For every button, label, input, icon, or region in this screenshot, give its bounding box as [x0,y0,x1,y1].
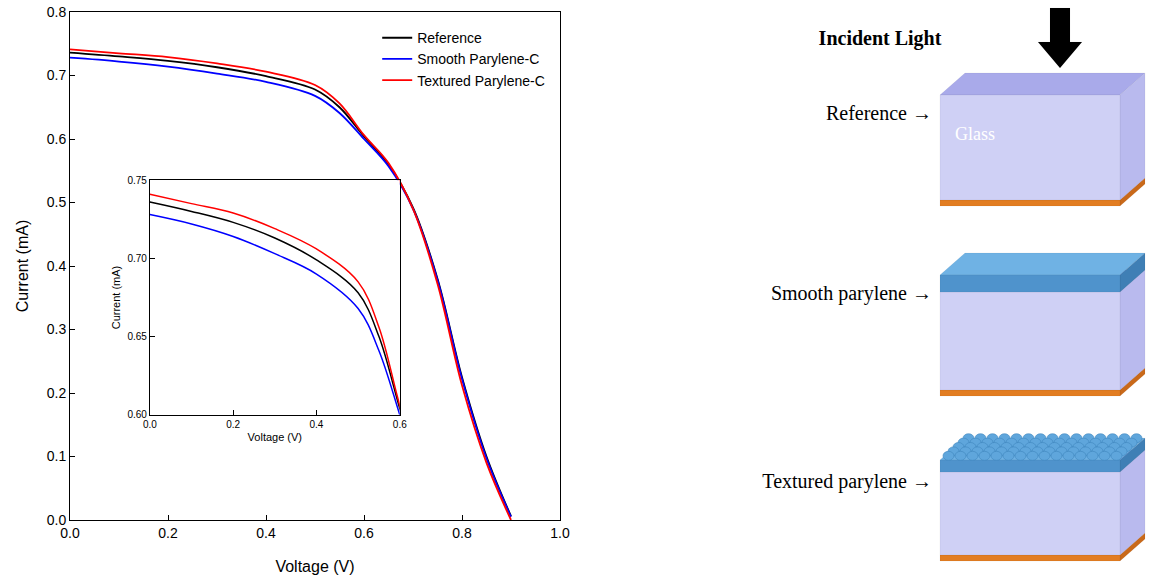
svg-text:0.0: 0.0 [47,512,67,528]
svg-text:Textured parylene →: Textured parylene → [762,470,932,493]
svg-text:0.0: 0.0 [143,419,157,430]
svg-text:0.4: 0.4 [47,258,67,274]
svg-text:0.60: 0.60 [127,409,147,420]
svg-text:Smooth parylene →: Smooth parylene → [771,282,932,305]
svg-text:0.4: 0.4 [256,525,276,541]
svg-text:Smooth Parylene-C: Smooth Parylene-C [417,51,539,67]
svg-text:Current (mA): Current (mA) [14,220,31,312]
svg-text:0.3: 0.3 [47,321,67,337]
svg-text:0.70: 0.70 [127,253,147,264]
svg-text:0.2: 0.2 [226,419,240,430]
svg-text:Textured Parylene-C: Textured Parylene-C [417,73,545,89]
svg-text:0.7: 0.7 [47,67,67,83]
svg-text:0.8: 0.8 [47,4,67,20]
svg-text:Voltage (V): Voltage (V) [248,431,302,443]
svg-text:0.8: 0.8 [452,525,472,541]
svg-text:0.4: 0.4 [310,419,324,430]
svg-text:0.5: 0.5 [47,194,67,210]
svg-text:0.2: 0.2 [47,385,67,401]
svg-text:Glass: Glass [955,124,995,144]
svg-text:1.0: 1.0 [550,525,570,541]
svg-text:Voltage (V): Voltage (V) [275,558,354,575]
svg-text:0.6: 0.6 [393,419,407,430]
svg-text:Reference →: Reference → [826,102,932,124]
svg-text:0.1: 0.1 [47,448,67,464]
svg-text:Incident Light: Incident Light [819,27,942,50]
svg-text:0.6: 0.6 [47,131,67,147]
svg-text:0.75: 0.75 [127,175,147,186]
svg-text:0.0: 0.0 [60,525,80,541]
svg-text:Current (mA): Current (mA) [110,266,122,330]
svg-text:0.65: 0.65 [127,331,147,342]
svg-text:0.6: 0.6 [354,525,374,541]
svg-text:0.2: 0.2 [158,525,178,541]
svg-text:Reference: Reference [417,30,482,46]
